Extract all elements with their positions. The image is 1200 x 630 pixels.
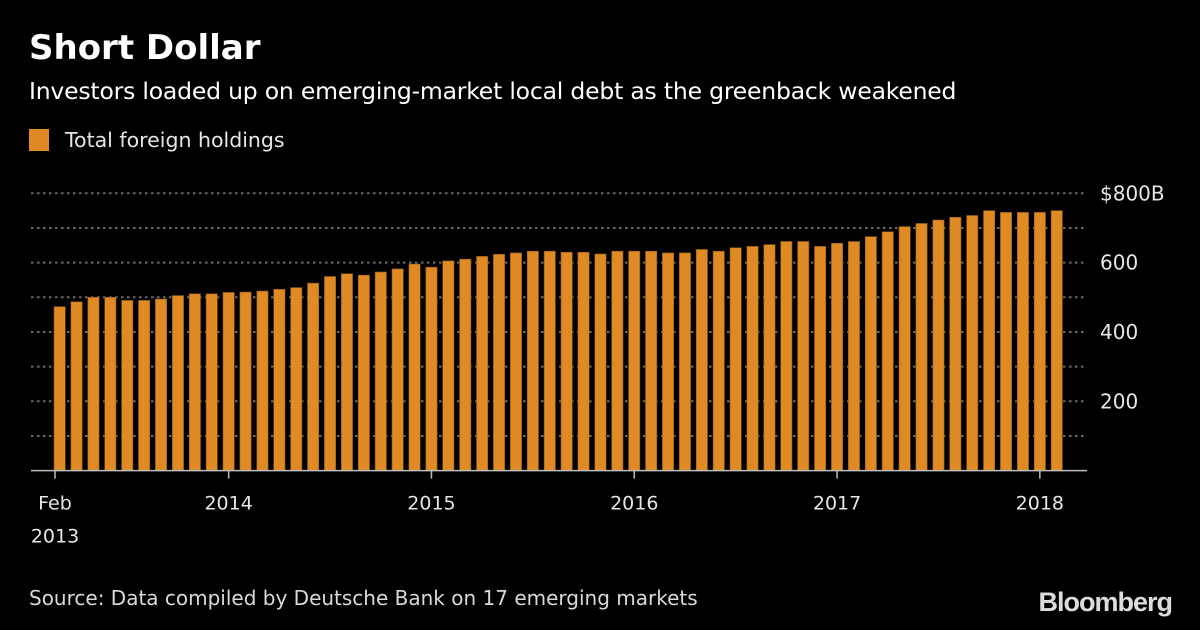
bar xyxy=(391,268,404,471)
bar xyxy=(155,298,167,471)
bar xyxy=(898,226,911,471)
bar xyxy=(847,241,860,471)
bar xyxy=(1050,210,1063,471)
bar xyxy=(172,295,184,471)
bar xyxy=(459,258,472,471)
chart-subtitle: Investors loaded up on emerging-market l… xyxy=(29,77,957,105)
bar xyxy=(594,253,607,471)
bar xyxy=(188,293,201,471)
legend: Total foreign holdings xyxy=(29,128,285,152)
legend-swatch-total-foreign-holdings xyxy=(29,129,49,151)
bar xyxy=(290,287,303,471)
bar xyxy=(340,273,353,471)
bar xyxy=(881,231,894,471)
bar xyxy=(729,247,742,471)
bar xyxy=(678,252,691,471)
bar xyxy=(256,290,269,471)
y-tick-label: 600 xyxy=(1100,251,1138,275)
bar xyxy=(53,306,66,471)
bar xyxy=(695,249,708,471)
bar xyxy=(121,300,134,471)
bar xyxy=(324,276,336,471)
bar xyxy=(746,246,759,471)
bar xyxy=(307,282,320,471)
bar xyxy=(932,219,945,471)
y-axis-ticks: $800B 600 400 200 xyxy=(1100,181,1165,413)
bar xyxy=(138,300,151,471)
x-tick-label: 2016 xyxy=(610,493,658,515)
bar xyxy=(628,250,641,471)
bar xyxy=(915,223,928,471)
legend-label: Total foreign holdings xyxy=(65,128,285,152)
bar xyxy=(104,296,117,471)
x-axis: Feb 2013 2014 2015 2016 2017 2018 xyxy=(31,469,1087,548)
bar xyxy=(1000,212,1013,471)
bar xyxy=(70,301,83,471)
bar xyxy=(797,241,810,471)
bar xyxy=(1016,212,1029,471)
x-tick-label: Feb xyxy=(38,493,72,515)
bar xyxy=(222,292,235,471)
bloomberg-logo: Bloomberg xyxy=(1038,587,1173,617)
bar xyxy=(476,256,489,471)
chart-title: Short Dollar xyxy=(29,28,261,68)
y-tick-label: $800B xyxy=(1100,181,1165,205)
bar xyxy=(831,242,844,471)
bar xyxy=(239,291,252,471)
x-tick-label: 2017 xyxy=(813,493,861,515)
bar xyxy=(493,254,505,471)
bar xyxy=(526,250,539,471)
bar xyxy=(712,250,725,471)
bar xyxy=(611,250,624,471)
bar xyxy=(273,289,286,471)
bar xyxy=(662,252,675,471)
bar xyxy=(425,266,438,471)
bar xyxy=(577,251,590,471)
x-tick-label: 2018 xyxy=(1016,493,1064,515)
bar xyxy=(814,246,827,471)
bar xyxy=(864,236,877,471)
bar xyxy=(560,251,573,471)
bar xyxy=(763,244,776,471)
bar xyxy=(509,252,522,471)
x-tick-label-year: 2013 xyxy=(31,526,79,548)
bar xyxy=(374,271,387,471)
x-tick-label: 2014 xyxy=(204,493,252,515)
bar xyxy=(780,241,793,471)
source-note: Source: Data compiled by Deutsche Bank o… xyxy=(29,586,698,610)
bar xyxy=(1033,212,1046,471)
bars xyxy=(53,210,1063,471)
bar xyxy=(543,250,556,471)
bar xyxy=(205,293,218,471)
y-tick-label: 400 xyxy=(1100,320,1138,344)
bar xyxy=(442,260,455,471)
bar xyxy=(983,210,996,471)
bar xyxy=(966,215,979,471)
bar xyxy=(357,274,370,471)
bar xyxy=(949,216,962,471)
y-tick-label: 200 xyxy=(1100,389,1138,413)
x-tick-label: 2015 xyxy=(407,493,455,515)
bar xyxy=(87,296,100,471)
bar xyxy=(408,263,421,471)
bar xyxy=(645,250,658,471)
